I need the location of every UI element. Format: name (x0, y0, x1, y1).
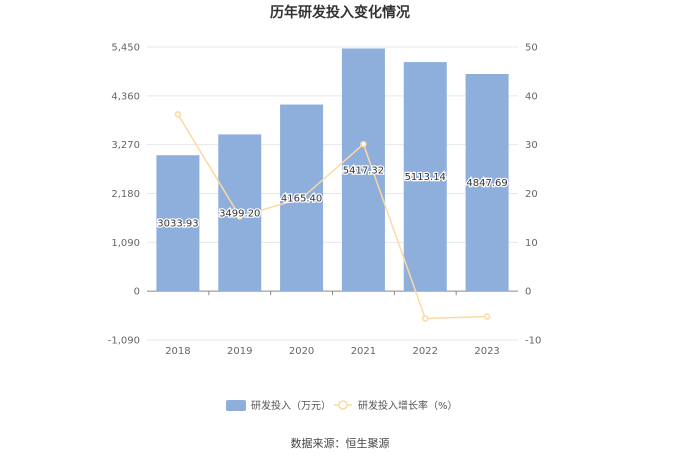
bar-value-label: 4847.69 (466, 178, 507, 189)
y-left-tick-label: -1,090 (108, 336, 140, 347)
y-right-tick-label: -10 (525, 336, 541, 347)
bar-value-label: 3499.20 (219, 208, 260, 219)
bar[interactable] (403, 62, 447, 292)
y-left-tick-label: 5,450 (111, 43, 140, 54)
y-left-tick-label: 1,090 (111, 238, 140, 249)
y-left-tick-label: 0 (134, 287, 140, 298)
y-right-tick-label: 50 (525, 43, 538, 54)
growth-point[interactable] (298, 195, 305, 202)
data-labels: 3033.93 3499.20 4165.40 5417.32 5113.14 4847.… (156, 164, 509, 231)
line-series (174, 111, 491, 322)
y-right-tick-label: 10 (525, 238, 538, 249)
y-left-tick-label: 4,360 (111, 91, 140, 102)
y-right-tick-label: 0 (525, 287, 531, 298)
legend[interactable]: 研发投入（万元） 研发投入增长率（%） (226, 399, 458, 412)
growth-point[interactable] (422, 315, 429, 322)
bar-value-label: 5113.14 (405, 172, 446, 183)
x-tick-label: 2018 (165, 346, 190, 357)
legend-line-marker (338, 400, 348, 410)
bar[interactable] (341, 48, 385, 292)
y-right-tick-label: 20 (525, 189, 538, 200)
x-tick-label: 2023 (474, 346, 499, 357)
x-tick-label: 2020 (289, 346, 314, 357)
y-right-tick-label: 40 (525, 91, 538, 102)
gridlines (147, 46, 518, 341)
y-right-tick-label: 30 (525, 140, 538, 151)
bar-value-label: 5417.32 (343, 165, 384, 176)
growth-point[interactable] (360, 140, 367, 148)
legend-line-label: 研发投入增长率（%） (358, 399, 458, 412)
x-tick-label: 2019 (227, 346, 252, 357)
x-tick-label: 2021 (351, 346, 376, 357)
bar-value-label: 3033.93 (157, 219, 198, 230)
y-left-tick-label: 2,180 (111, 189, 140, 200)
growth-point[interactable] (236, 213, 243, 220)
y-left-tick-label: 3,270 (111, 140, 140, 151)
bar[interactable] (156, 155, 200, 292)
growth-line (177, 114, 488, 320)
legend-bar-label: 研发投入（万元） (251, 399, 331, 412)
growth-point[interactable] (483, 313, 491, 320)
growth-point[interactable] (174, 111, 182, 118)
source-note: 数据来源：恒生聚源 (291, 436, 390, 450)
x-tick-label: 2022 (413, 346, 438, 357)
axes: -1,090 0 1,090 2,180 3,270 4,360 5,450 -10 0 10 20… (108, 43, 542, 358)
bar-series (156, 48, 509, 292)
chart-title: 历年研发投入变化情况 (270, 4, 410, 21)
legend-bar-swatch (226, 400, 246, 411)
bar-value-label: 4165.40 (281, 193, 322, 204)
bar[interactable] (465, 73, 509, 292)
